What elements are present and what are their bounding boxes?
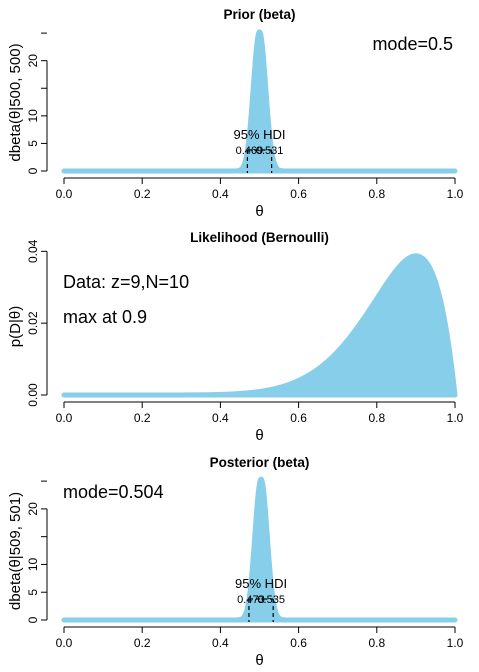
x-tick-label: 0.6 (290, 187, 307, 201)
chart-title: Likelihood (Bernoulli) (190, 230, 329, 245)
y-tick-label: 0.04 (26, 239, 40, 263)
x-tick-label: 1.0 (447, 187, 464, 201)
data-annotation: Data: z=9,N=10 (63, 272, 189, 292)
x-tick-label: 0.0 (56, 187, 73, 201)
hdi-label: 95% HDI (235, 576, 287, 591)
x-tick-label: 0.8 (368, 636, 385, 650)
x-axis-label: θ (255, 203, 263, 220)
y-axis-label: dbeta(θ|500, 500) (7, 43, 24, 161)
x-axis: 0.0 0.2 0.4 0.6 0.8 1.0 (56, 177, 464, 201)
y-tick-label: 10 (26, 557, 40, 571)
y-tick-label: 5 (26, 589, 40, 596)
density-area (61, 253, 458, 398)
x-axis: 0.0 0.2 0.4 0.6 0.8 1.0 (56, 626, 464, 650)
x-tick-label: 0.2 (134, 411, 151, 425)
y-tick-label: 5 (26, 140, 40, 147)
x-tick-label: 1.0 (447, 411, 464, 425)
x-tick-label: 0.6 (290, 411, 307, 425)
x-tick-label: 0.8 (368, 411, 385, 425)
data-annotation: max at 0.9 (63, 307, 147, 327)
y-axis: 0.00 0.02 0.04 (26, 239, 48, 407)
y-axis-label: p(D|θ) (7, 306, 24, 347)
panel-3: Posterior (beta) 0.0 0.2 0.4 0.6 0.8 1.0 θ 0 5 10 2… (7, 455, 464, 669)
x-axis-label: θ (255, 652, 263, 669)
x-tick-label: 0.0 (56, 636, 73, 650)
y-tick-label: 20 (26, 54, 40, 68)
y-axis: 0 5 10 20 (26, 480, 48, 623)
y-tick-label: 0.00 (26, 383, 40, 407)
x-axis: 0.0 0.2 0.4 0.6 0.8 1.0 (56, 401, 464, 425)
y-axis-label: dbeta(θ|509, 501) (7, 492, 24, 610)
density-area (61, 476, 458, 623)
chart-title: Prior (beta) (223, 7, 295, 22)
mode-annotation: mode=0.5 (372, 34, 453, 54)
x-tick-label: 0.8 (368, 187, 385, 201)
density-area (61, 29, 458, 174)
y-axis: 0 5 10 20 (26, 32, 48, 174)
y-tick-label: 20 (26, 502, 40, 516)
y-tick-label: 10 (26, 109, 40, 123)
hdi-label: 95% HDI (233, 127, 285, 142)
x-tick-label: 0.4 (212, 636, 229, 650)
hdi-low-value: 0.473 (237, 594, 265, 606)
panel-2: Likelihood (Bernoulli) 0.0 0.2 0.4 0.6 0.8 1.0… (7, 230, 464, 444)
chart-title: Posterior (beta) (210, 455, 310, 470)
x-tick-label: 0.2 (134, 187, 151, 201)
y-tick-label: 0 (26, 167, 40, 174)
x-tick-label: 0.4 (212, 187, 229, 201)
x-axis-label: θ (255, 427, 263, 444)
x-tick-label: 0.0 (56, 411, 73, 425)
mode-annotation: mode=0.504 (63, 482, 164, 502)
x-tick-label: 0.2 (134, 636, 151, 650)
y-tick-label: 0 (26, 616, 40, 623)
y-tick-label: 0.02 (26, 311, 40, 335)
x-tick-label: 1.0 (447, 636, 464, 650)
hdi-high-value: 0.531 (256, 145, 284, 157)
x-tick-label: 0.6 (290, 636, 307, 650)
hdi-high-value: 0.535 (257, 594, 285, 606)
panel-1: Prior (beta) 0.0 0.2 0.4 0.6 0.8 1.0 θ 0 5 10 20dbe… (7, 7, 464, 220)
x-tick-label: 0.4 (212, 411, 229, 425)
hdi-low-value: 0.469 (236, 145, 264, 157)
